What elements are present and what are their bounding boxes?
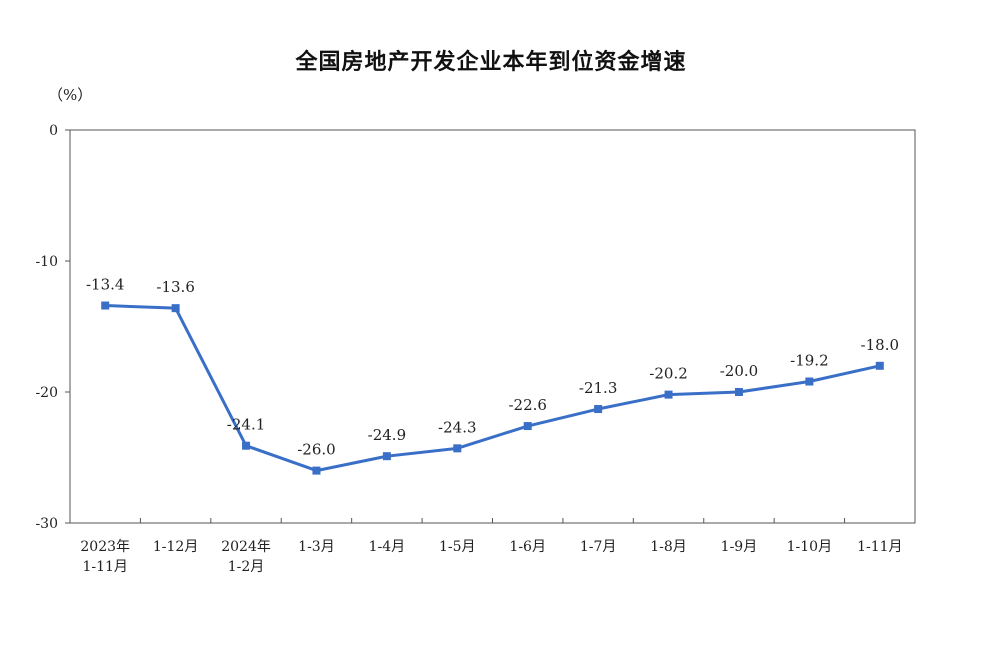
x-tick-label: 2023年 1-11月 — [80, 539, 130, 575]
x-tick-label: 1-12月 — [153, 539, 198, 555]
x-tick-label: 1-10月 — [787, 539, 832, 555]
data-label: -24.9 — [368, 426, 406, 444]
x-tick-label: 2024年 1-2月 — [221, 539, 271, 575]
x-tick-label: 1-3月 — [298, 539, 335, 555]
data-label: -19.2 — [790, 352, 828, 370]
y-tick-label: -10 — [35, 254, 58, 270]
data-label: -20.0 — [720, 362, 758, 380]
data-label: -13.4 — [86, 276, 124, 294]
data-label: -21.3 — [579, 379, 617, 397]
data-label: -24.3 — [438, 418, 476, 436]
plot-area-frame — [69, 129, 916, 524]
y-axis-unit: （%） — [48, 86, 93, 104]
data-point-marker — [594, 405, 603, 414]
y-tick-label: -30 — [35, 516, 58, 532]
data-point-marker — [453, 444, 462, 453]
data-point-marker — [875, 361, 884, 370]
data-point-marker — [171, 304, 180, 313]
series-line — [105, 304, 881, 473]
data-point-marker — [101, 301, 110, 310]
data-point-marker — [312, 466, 321, 475]
chart-title: 全国房地产开发企业本年到位资金增速 — [295, 50, 687, 75]
data-label: -22.6 — [508, 396, 546, 414]
y-tick-label: -20 — [35, 385, 58, 401]
data-point-marker — [382, 452, 391, 461]
data-point-marker — [242, 441, 251, 450]
data-label: -26.0 — [297, 441, 335, 459]
data-label: -20.2 — [649, 365, 687, 383]
x-tick-label: 1-8月 — [650, 539, 687, 555]
y-tick-label: 0 — [49, 123, 58, 139]
x-tick-label: 1-9月 — [721, 539, 758, 555]
x-tick-label: 1-11月 — [857, 539, 902, 555]
x-tick-label: 1-6月 — [509, 539, 546, 555]
data-point-marker — [523, 422, 532, 431]
data-label: -13.6 — [156, 278, 194, 296]
data-point-marker — [734, 388, 743, 396]
data-label: -24.1 — [227, 416, 265, 434]
data-point-marker — [805, 377, 814, 386]
data-label: -18.0 — [861, 336, 899, 354]
x-tick-label: 1-7月 — [580, 539, 617, 555]
x-tick-label: 1-5月 — [439, 539, 476, 555]
data-point-marker — [664, 390, 673, 399]
x-tick-label: 1-4月 — [369, 539, 406, 555]
